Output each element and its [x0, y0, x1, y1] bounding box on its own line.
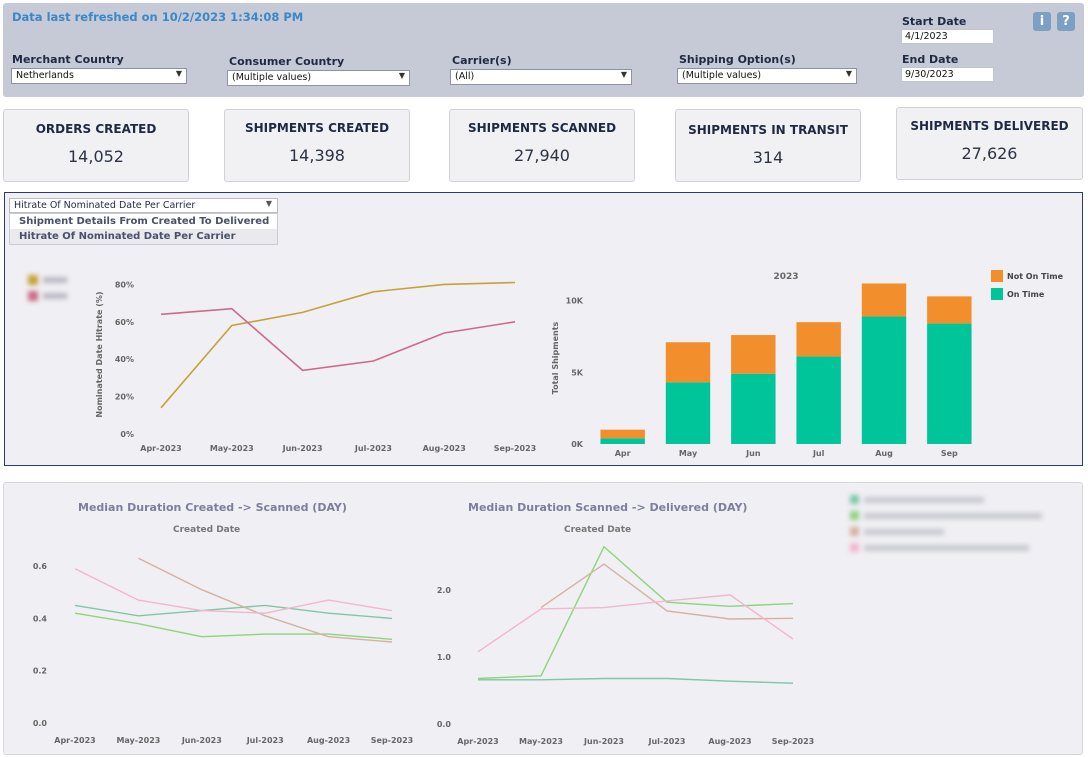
filter-bar: Data last refreshed on 10/2/2023 1:34:08… [3, 3, 1084, 97]
y-axis-label: Nominated Date Hitrate (%) [95, 291, 104, 417]
end-date-label: End Date [902, 53, 959, 66]
carriers-select[interactable]: (All) ▼ [450, 69, 632, 85]
chevron-down-icon: ▼ [620, 70, 627, 79]
start-date-input[interactable]: 4/1/2023 [901, 29, 994, 44]
bar-on-time [731, 373, 776, 444]
bar-not-on-time [600, 429, 645, 439]
view-selector-options: Shipment Details From Created To Deliver… [9, 213, 278, 245]
chart-title: 2023 [773, 272, 798, 282]
x-tick-label: Jul [812, 449, 825, 458]
kpi-shipments-delivered: SHIPMENTS DELIVERED 27,626 [896, 107, 1083, 180]
bar-on-time [861, 316, 907, 444]
blurred-legend [28, 275, 67, 301]
x-tick-label: Aug-2023 [423, 444, 466, 453]
x-tick-label: Apr [615, 449, 631, 458]
x-tick-label: Aug [875, 449, 893, 458]
duration-panel [3, 482, 1083, 755]
help-icon[interactable]: ? [1057, 12, 1075, 31]
kpi-value: 14,052 [68, 147, 124, 166]
y-tick-label: 80% [115, 280, 134, 289]
bar-on-time [665, 382, 711, 444]
kpi-shipments-in-transit: SHIPMENTS IN TRANSIT 314 [675, 109, 861, 182]
bar-on-time [600, 438, 645, 444]
series-line-2 [160, 307, 516, 372]
consumer-country-select[interactable]: (Multiple values) ▼ [227, 70, 410, 86]
kpi-value: 27,940 [514, 146, 570, 165]
end-date-input[interactable]: 9/30/2023 [901, 67, 994, 82]
view-selector-value: Hitrate Of Nominated Date Per Carrier [14, 200, 196, 211]
kpi-value: 314 [752, 148, 784, 167]
legend-label-redacted [43, 277, 67, 283]
kpi-title: SHIPMENTS CREATED [244, 121, 390, 135]
legend-label: Not On Time [1007, 272, 1064, 281]
y-tick-label: 10K [566, 297, 584, 306]
chart-subtitle-created-date: Created Date [173, 525, 241, 535]
x-tick-label: Sep [941, 449, 958, 458]
chart-subtitle-created-date: Created Date [564, 525, 632, 535]
start-date-label: Start Date [902, 15, 967, 28]
y-tick-label: 5K [571, 368, 584, 377]
merchant-country-value: Netherlands [16, 70, 74, 81]
legend-swatch [991, 288, 1003, 300]
bar-not-on-time [861, 283, 907, 317]
bar-on-time [927, 323, 972, 444]
view-option-shipment-details[interactable]: Shipment Details From Created To Deliver… [19, 216, 270, 227]
y-tick-label: 60% [115, 318, 134, 327]
shipping-options-select[interactable]: (Multiple values) ▼ [677, 68, 857, 84]
shipping-options-label: Shipping Option(s) [679, 53, 796, 66]
view-selector[interactable]: Hitrate Of Nominated Date Per Carrier ▼ [9, 198, 278, 213]
y-tick-label: 0K [571, 440, 584, 449]
x-tick-label: Jul-2023 [354, 444, 392, 453]
legend-swatch [28, 275, 38, 285]
merchant-country-select[interactable]: Netherlands ▼ [11, 68, 187, 84]
info-icon[interactable]: i [1033, 12, 1051, 31]
chevron-down-icon: ▼ [175, 69, 182, 78]
carriers-value: (All) [455, 71, 475, 82]
bar-not-on-time [731, 335, 776, 374]
kpi-title: SHIPMENTS IN TRANSIT [688, 123, 848, 137]
bar-on-time [796, 356, 841, 444]
x-tick-label: May-2023 [210, 444, 254, 453]
y-tick-label: 0% [120, 430, 134, 439]
x-tick-label: Sep-2023 [494, 444, 537, 453]
legend-swatch [991, 270, 1003, 282]
bar-not-on-time [665, 342, 711, 383]
y-tick-label: 40% [115, 355, 134, 364]
shipping-options-value: (Multiple values) [682, 70, 762, 81]
kpi-shipments-scanned: SHIPMENTS SCANNED 27,940 [449, 109, 635, 182]
y-tick-label: 20% [115, 393, 134, 402]
chevron-down-icon: ▼ [845, 69, 852, 78]
bar-not-on-time [796, 322, 841, 357]
kpi-value: 27,626 [961, 144, 1018, 163]
x-tick-label: May [679, 449, 698, 458]
chevron-down-icon: ▼ [398, 71, 405, 80]
chevron-down-icon: ▼ [265, 199, 272, 208]
x-tick-label: Apr-2023 [140, 444, 181, 453]
y-axis-label: Total Shipments [551, 321, 560, 394]
kpi-orders-created: ORDERS CREATED 14,052 [3, 109, 189, 182]
kpi-title: ORDERS CREATED [35, 122, 157, 136]
kpi-title: SHIPMENTS SCANNED [467, 121, 617, 135]
legend-label-redacted [43, 293, 67, 299]
chart-title-scanned-delivered: Median Duration Scanned -> Delivered (DA… [468, 501, 748, 514]
view-option-hitrate[interactable]: Hitrate Of Nominated Date Per Carrier [10, 229, 277, 244]
kpi-title: SHIPMENTS DELIVERED [910, 119, 1069, 133]
merchant-country-label: Merchant Country [12, 53, 124, 66]
carriers-label: Carrier(s) [452, 54, 512, 67]
consumer-country-value: (Multiple values) [232, 72, 312, 83]
series-line-1 [160, 281, 516, 409]
x-tick-label: Jun-2023 [282, 444, 323, 453]
kpi-value: 14,398 [289, 146, 345, 165]
bar-not-on-time [927, 296, 972, 324]
refresh-timestamp: Data last refreshed on 10/2/2023 1:34:08… [12, 10, 304, 24]
legend-label: On Time [1007, 290, 1045, 299]
kpi-shipments-created: SHIPMENTS CREATED 14,398 [224, 109, 410, 182]
chart-title-created-scanned: Median Duration Created -> Scanned (DAY) [78, 501, 347, 514]
consumer-country-label: Consumer Country [229, 55, 345, 68]
legend-swatch [28, 291, 38, 301]
x-tick-label: Jun [745, 449, 761, 458]
